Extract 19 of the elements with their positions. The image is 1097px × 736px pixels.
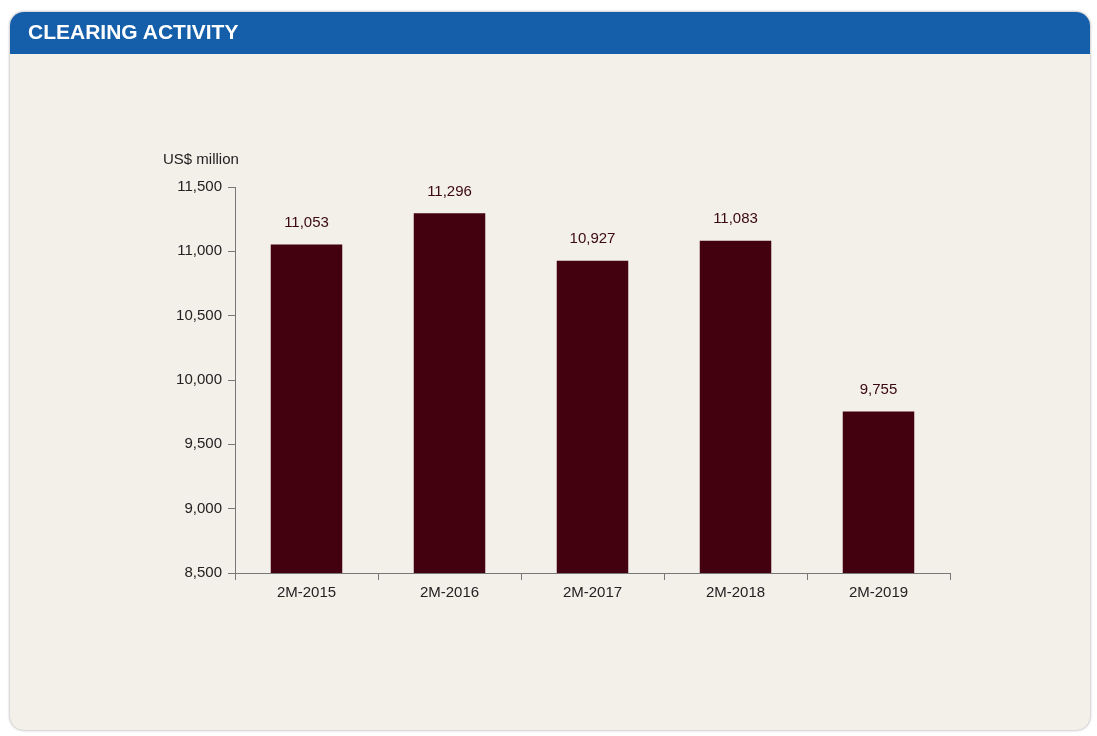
y-tick-label: 9,500 [184,434,222,452]
x-tick-label: 2M-2016 [419,583,480,601]
y-tick-label: 8,500 [184,563,222,581]
data-label: 11,083 [713,209,758,227]
x-tick-label: 2M-2019 [848,583,909,601]
y-tick-label: 11,500 [177,177,222,195]
chart-title: CLEARING ACTIVITY [28,20,239,44]
data-label: 11,053 [284,213,329,231]
data-label: 11,296 [427,181,472,199]
y-axis-title: US$ million [163,149,239,167]
y-tick-label: 9,000 [184,498,222,516]
x-tick-label: 2M-2015 [276,583,337,601]
x-tick-label: 2M-2018 [705,583,766,601]
data-label: 10,927 [569,229,616,247]
x-tick-label: 2M-2017 [562,583,623,601]
y-tick-label: 11,000 [177,241,222,259]
y-tick-label: 10,000 [176,370,222,388]
y-tick-label: 10,500 [176,305,222,323]
data-label: 9,755 [859,380,898,398]
